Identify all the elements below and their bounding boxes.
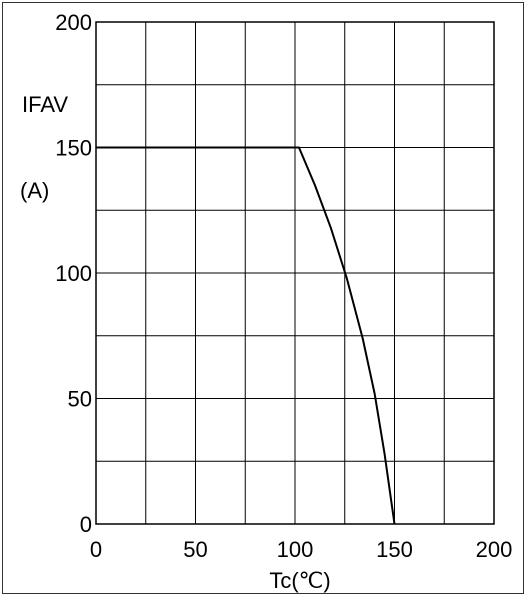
series-line-0 (96, 146, 396, 525)
series-lines (96, 146, 396, 525)
y-tick-label: 150 (55, 136, 92, 161)
y-tick-label: 200 (55, 10, 92, 35)
x-tick-labels: 0 50 100 150 200 (90, 537, 512, 562)
x-tick-label: 50 (183, 537, 207, 562)
grid-lines (96, 22, 494, 524)
y-axis-label: IFAV (22, 92, 68, 117)
x-tick-label: 0 (90, 537, 102, 562)
x-tick-label: 150 (376, 537, 413, 562)
x-axis-label: Tc(℃) (269, 568, 330, 593)
y-axis-unit: (A) (20, 178, 49, 203)
plot-area-border (95, 21, 495, 525)
y-tick-label: 100 (55, 261, 92, 286)
x-tick-label: 100 (277, 537, 314, 562)
chart-frame (2, 2, 524, 594)
y-tick-label: 50 (68, 387, 92, 412)
x-tick-label: 200 (476, 537, 513, 562)
y-tick-label: 0 (80, 512, 92, 537)
y-tick-labels: 0 50 100 150 200 (55, 10, 92, 537)
